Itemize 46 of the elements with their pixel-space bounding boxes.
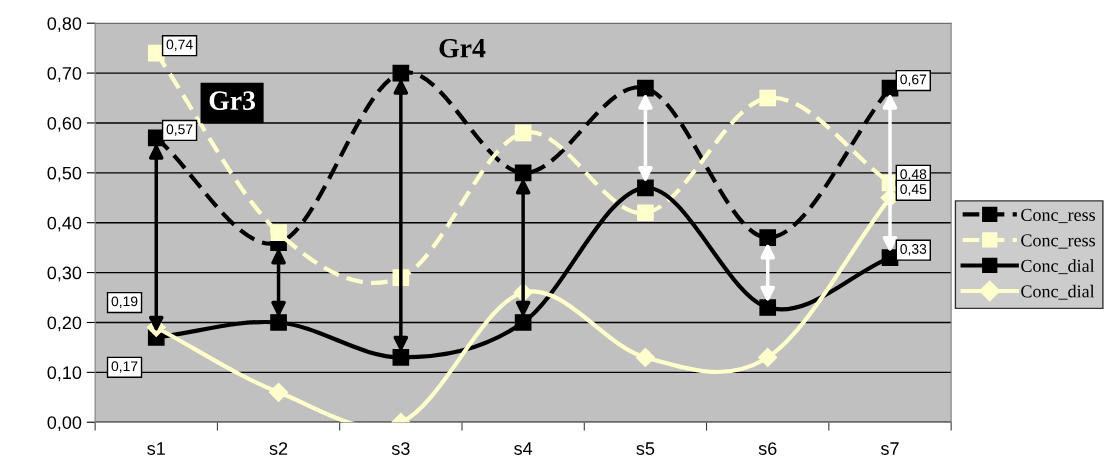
data-label: 0,67 — [900, 74, 927, 86]
legend-label: Conc_dial — [1021, 284, 1095, 300]
annotation: Gr3 — [209, 91, 256, 110]
y-tick-label: 0,10 — [47, 366, 82, 382]
legend-label: Conc_dial — [1021, 259, 1095, 275]
point — [392, 349, 410, 366]
point — [759, 229, 777, 247]
data-label: 0,17 — [111, 361, 138, 373]
y-tick-label: 0,50 — [47, 166, 82, 182]
point — [637, 79, 654, 97]
y-tick-label: 0,60 — [47, 116, 82, 132]
data-label: 0,48 — [900, 169, 927, 181]
point — [637, 204, 654, 222]
x-tick-label: s4 — [514, 442, 533, 455]
point — [637, 179, 654, 197]
point — [392, 64, 410, 82]
x-tick-label: s7 — [880, 442, 899, 455]
y-tick-label: 0,40 — [47, 216, 82, 232]
x-tick-label: s3 — [391, 442, 410, 455]
legend-label: Conc_ress — [1021, 234, 1095, 249]
x-tick-label: s5 — [636, 442, 655, 455]
data-label: 0,74 — [166, 39, 193, 52]
y-tick-label: 0,20 — [47, 316, 82, 332]
data-label: 0,33 — [900, 244, 927, 256]
point — [758, 347, 778, 367]
x-tick-label: s6 — [758, 442, 777, 455]
point — [514, 124, 532, 142]
point — [514, 164, 532, 182]
y-tick-label: 0,30 — [47, 266, 82, 282]
x-tick-label: s2 — [269, 442, 288, 455]
y-tick-label: 0,70 — [47, 67, 82, 82]
point — [514, 314, 532, 331]
point — [269, 382, 289, 402]
x-tick-label: s1 — [147, 442, 165, 455]
annotation: Gr4 — [439, 38, 486, 58]
point — [270, 224, 287, 242]
data-label: 0,19 — [111, 296, 138, 308]
point — [270, 314, 287, 331]
point — [759, 299, 777, 316]
y-tick-label: 0,00 — [47, 416, 82, 432]
y-tick-label: 0,80 — [47, 17, 82, 33]
point — [759, 89, 777, 107]
data-label: 0,57 — [166, 124, 193, 136]
data-label: 0,45 — [900, 184, 927, 196]
legend-label: Conc_ress — [1021, 208, 1095, 224]
point — [635, 347, 655, 367]
